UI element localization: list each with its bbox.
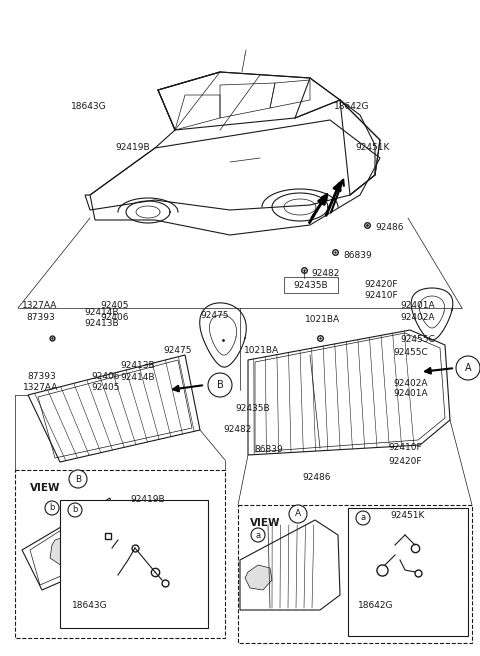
Polygon shape [28, 355, 200, 462]
FancyBboxPatch shape [60, 500, 208, 628]
Circle shape [456, 356, 480, 380]
Text: 92420F: 92420F [365, 280, 398, 289]
FancyBboxPatch shape [238, 505, 472, 643]
Text: 92475: 92475 [163, 346, 192, 356]
Circle shape [45, 501, 59, 515]
Text: 86839: 86839 [343, 251, 372, 260]
Text: 92451K: 92451K [355, 143, 390, 152]
Polygon shape [90, 120, 380, 235]
Text: 92455C: 92455C [400, 335, 435, 344]
Text: 92401A: 92401A [394, 389, 428, 398]
Text: 92451K: 92451K [390, 510, 424, 520]
Polygon shape [22, 498, 120, 590]
Text: 92486: 92486 [375, 224, 404, 232]
Text: 87393: 87393 [26, 314, 55, 323]
Text: 92413B: 92413B [84, 319, 119, 328]
Circle shape [356, 511, 370, 525]
Text: 92482: 92482 [311, 268, 339, 277]
Text: VIEW: VIEW [30, 483, 60, 493]
Text: A: A [295, 510, 301, 518]
Text: 92402A: 92402A [394, 379, 428, 388]
Polygon shape [248, 330, 450, 455]
Text: 18643G: 18643G [72, 600, 108, 609]
Circle shape [289, 505, 307, 523]
Text: b: b [72, 506, 78, 514]
Text: 92414B: 92414B [84, 308, 119, 318]
Text: 92410F: 92410F [388, 443, 421, 453]
Text: 86839: 86839 [254, 445, 283, 454]
Text: b: b [49, 504, 55, 512]
Circle shape [208, 373, 232, 397]
Text: A: A [465, 363, 471, 373]
Text: 92419B: 92419B [130, 495, 165, 504]
Circle shape [69, 470, 87, 488]
Polygon shape [240, 520, 340, 610]
Text: 92401A: 92401A [400, 300, 434, 310]
Text: 92414B: 92414B [120, 373, 155, 382]
Text: 18642G: 18642G [334, 102, 369, 112]
Text: a: a [360, 514, 366, 522]
Text: 92435B: 92435B [235, 403, 270, 413]
Text: VIEW: VIEW [250, 518, 280, 528]
Text: 92402A: 92402A [400, 314, 434, 323]
FancyBboxPatch shape [348, 508, 468, 636]
Text: B: B [75, 474, 81, 483]
Circle shape [251, 528, 265, 542]
Text: 92406: 92406 [100, 314, 129, 323]
Text: 1327AA: 1327AA [22, 300, 58, 310]
FancyBboxPatch shape [15, 470, 225, 638]
Text: B: B [216, 380, 223, 390]
Text: a: a [255, 531, 261, 539]
Polygon shape [50, 535, 95, 568]
Text: 1327AA: 1327AA [23, 382, 59, 392]
Text: 92475: 92475 [200, 310, 228, 319]
Text: 92413B: 92413B [120, 361, 155, 369]
Text: 92405: 92405 [91, 382, 120, 392]
Text: 92419B: 92419B [115, 143, 150, 152]
Polygon shape [158, 72, 340, 130]
Text: 1021BA: 1021BA [244, 346, 279, 356]
Text: 92455C: 92455C [394, 348, 428, 357]
Circle shape [68, 503, 82, 517]
Text: 18643G: 18643G [71, 102, 107, 112]
Text: 1021BA: 1021BA [305, 316, 340, 325]
Text: 92410F: 92410F [365, 291, 398, 300]
Text: 18642G: 18642G [358, 600, 394, 609]
Text: 92405: 92405 [100, 300, 129, 310]
Text: 92406: 92406 [91, 372, 120, 381]
Polygon shape [245, 565, 272, 590]
Text: 87393: 87393 [27, 372, 56, 381]
Text: 92420F: 92420F [388, 457, 421, 466]
Text: 92482: 92482 [223, 425, 252, 434]
Text: 92435B: 92435B [294, 281, 328, 289]
Text: 92486: 92486 [302, 473, 331, 482]
